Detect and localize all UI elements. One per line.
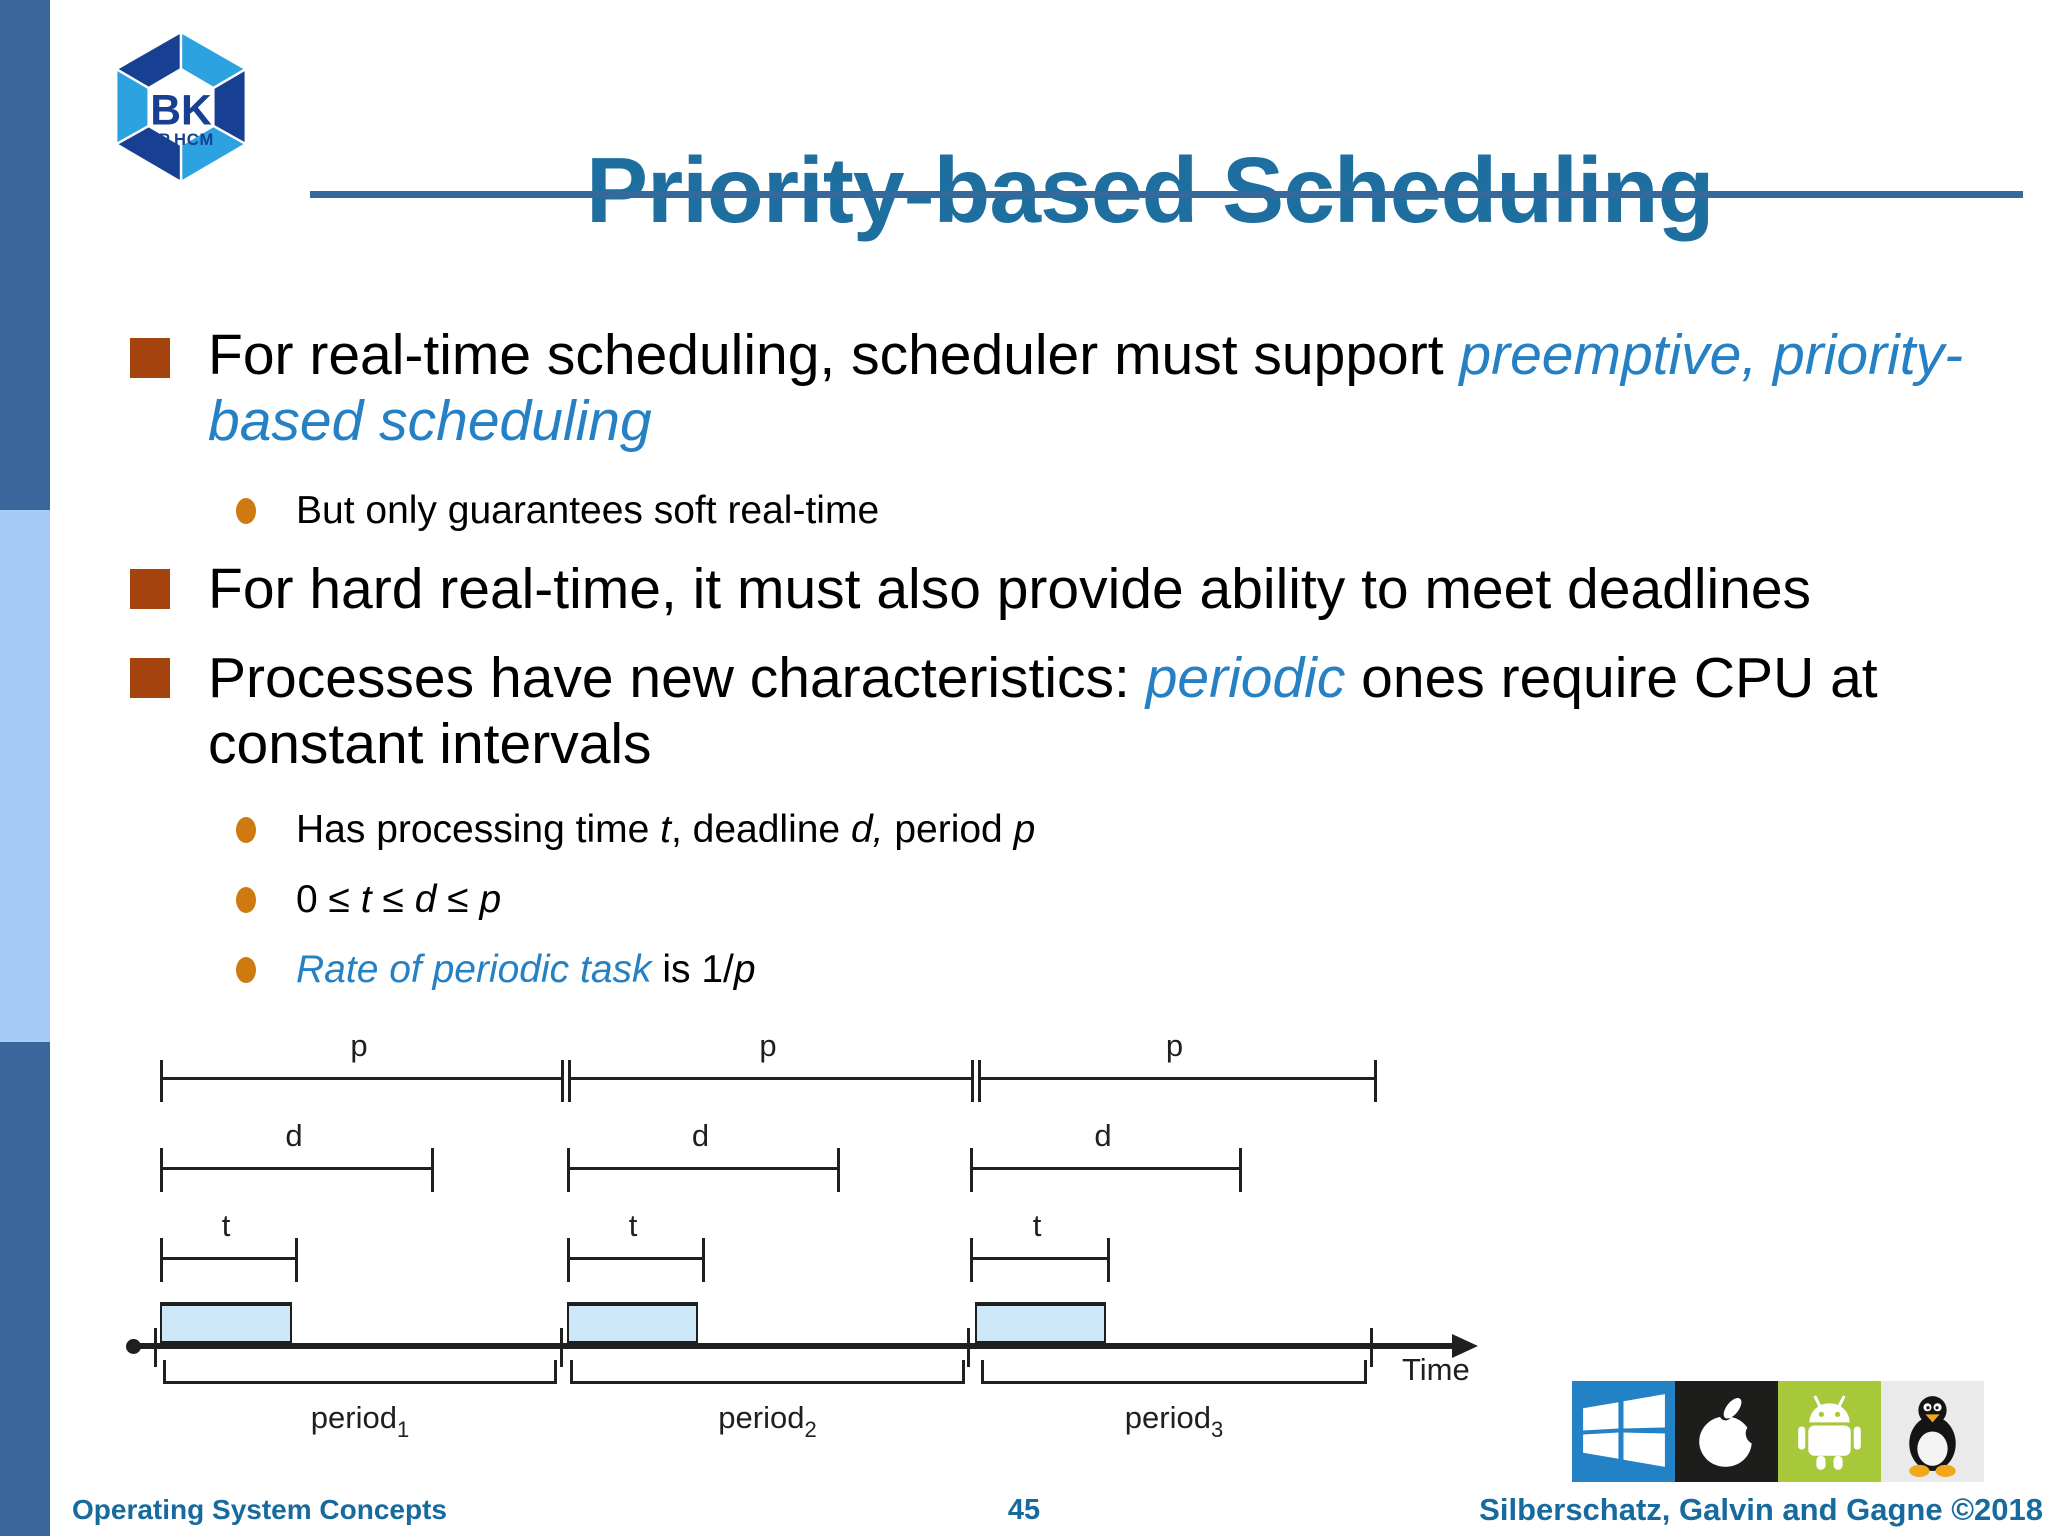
time-axis-label: Time (1402, 1352, 1470, 1387)
p-interval-bracket (978, 1060, 1377, 1102)
linux-tux-icon (1881, 1381, 1984, 1482)
os-logos-strip (1572, 1381, 1984, 1482)
page-title: Priority-based Scheduling (586, 138, 1714, 243)
sidebar-stripe-top (0, 0, 50, 510)
t-interval-bracket (970, 1238, 1110, 1282)
bullet-circle-icon (236, 817, 256, 843)
bullet-item: Processes have new characteristics: peri… (208, 646, 1878, 776)
sub-bullet-item: Has processing time t, deadline d, perio… (296, 808, 1036, 851)
d-interval-bracket (160, 1148, 434, 1192)
bk-tphcm-logo-icon: BK TP.HCM (113, 29, 249, 185)
period-label: period1 (310, 1400, 410, 1443)
title-underline (310, 191, 2023, 198)
bullet-item: For hard real-time, it must also provide… (208, 557, 1812, 621)
bullet-circle-icon (236, 957, 256, 983)
task-burst-rect (567, 1302, 698, 1343)
d-interval-label: d (691, 1118, 710, 1153)
d-interval-label: d (285, 1118, 303, 1153)
logo-text: BK (150, 86, 212, 134)
timeline-tick (967, 1328, 970, 1367)
p-interval-label: p (350, 1028, 368, 1063)
p-interval-bracket (568, 1060, 974, 1102)
bullet-circle-icon (236, 887, 256, 913)
t-interval-label: t (628, 1208, 638, 1243)
sub-bullet-item: Rate of periodic task is 1/p (296, 948, 756, 991)
sub-bullet-item: But only guarantees soft real-time (296, 489, 880, 532)
p-interval-bracket (160, 1060, 564, 1102)
timeline-tick (1370, 1328, 1373, 1367)
p-interval-label: p (759, 1028, 777, 1063)
period-bracket (570, 1360, 965, 1384)
d-interval-label: d (1094, 1118, 1112, 1153)
d-interval-bracket (970, 1148, 1242, 1192)
t-interval-label: t (1032, 1208, 1042, 1243)
sidebar-stripe-middle (0, 510, 50, 1042)
footer-book-title: Operating System Concepts (72, 1494, 447, 1525)
task-burst-rect (160, 1302, 292, 1343)
p-interval-label: p (1165, 1028, 1184, 1063)
period-bracket (163, 1360, 557, 1384)
t-interval-bracket (160, 1238, 298, 1282)
logo-subtext: TP.HCM (148, 130, 214, 149)
sub-bullet-item: 0 ≤ t ≤ d ≤ p (296, 878, 502, 921)
footer-authors: Silberschatz, Galvin and Gagne ©2018 (1479, 1492, 2043, 1527)
period-label: period3 (1124, 1400, 1224, 1443)
timeline-tick (560, 1328, 563, 1367)
d-interval-bracket (567, 1148, 840, 1192)
timeline-axis (128, 1343, 1456, 1349)
sidebar-stripe-bottom (0, 1042, 50, 1536)
bullet-square-icon (130, 569, 170, 609)
t-interval-bracket (567, 1238, 705, 1282)
android-logo-icon (1778, 1381, 1881, 1482)
timeline-tick (154, 1328, 157, 1367)
bullet-square-icon (130, 658, 170, 698)
period-label: period2 (718, 1400, 817, 1443)
bullet-circle-icon (236, 498, 256, 524)
apple-logo-icon (1675, 1381, 1778, 1482)
footer-page-number: 45 (1007, 1494, 1041, 1526)
bullet-item: For real-time scheduling, scheduler must… (208, 323, 1964, 453)
windows-logo-icon (1572, 1381, 1675, 1482)
t-interval-label: t (221, 1208, 231, 1243)
period-bracket (981, 1360, 1367, 1384)
timeline-arrowhead-icon (1452, 1334, 1478, 1358)
bullet-square-icon (130, 338, 170, 378)
task-burst-rect (975, 1302, 1106, 1343)
